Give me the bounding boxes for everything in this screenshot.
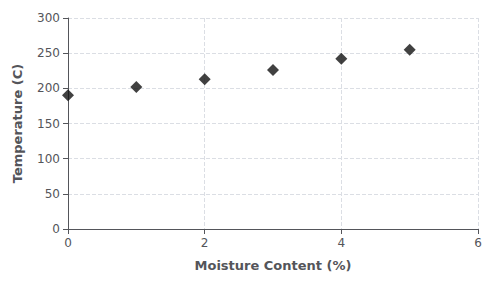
svg-text:4: 4 <box>338 236 346 250</box>
svg-text:100: 100 <box>37 152 60 166</box>
svg-text:Moisture Content (%): Moisture Content (%) <box>195 258 352 273</box>
svg-text:0: 0 <box>52 222 60 236</box>
svg-text:0: 0 <box>64 236 72 250</box>
svg-text:6: 6 <box>474 236 482 250</box>
svg-text:250: 250 <box>37 46 60 60</box>
svg-text:Temperature (C): Temperature (C) <box>10 64 25 183</box>
svg-text:2: 2 <box>201 236 209 250</box>
svg-text:200: 200 <box>37 81 60 95</box>
svg-text:150: 150 <box>37 117 60 131</box>
svg-text:50: 50 <box>45 187 60 201</box>
svg-text:300: 300 <box>37 11 60 25</box>
